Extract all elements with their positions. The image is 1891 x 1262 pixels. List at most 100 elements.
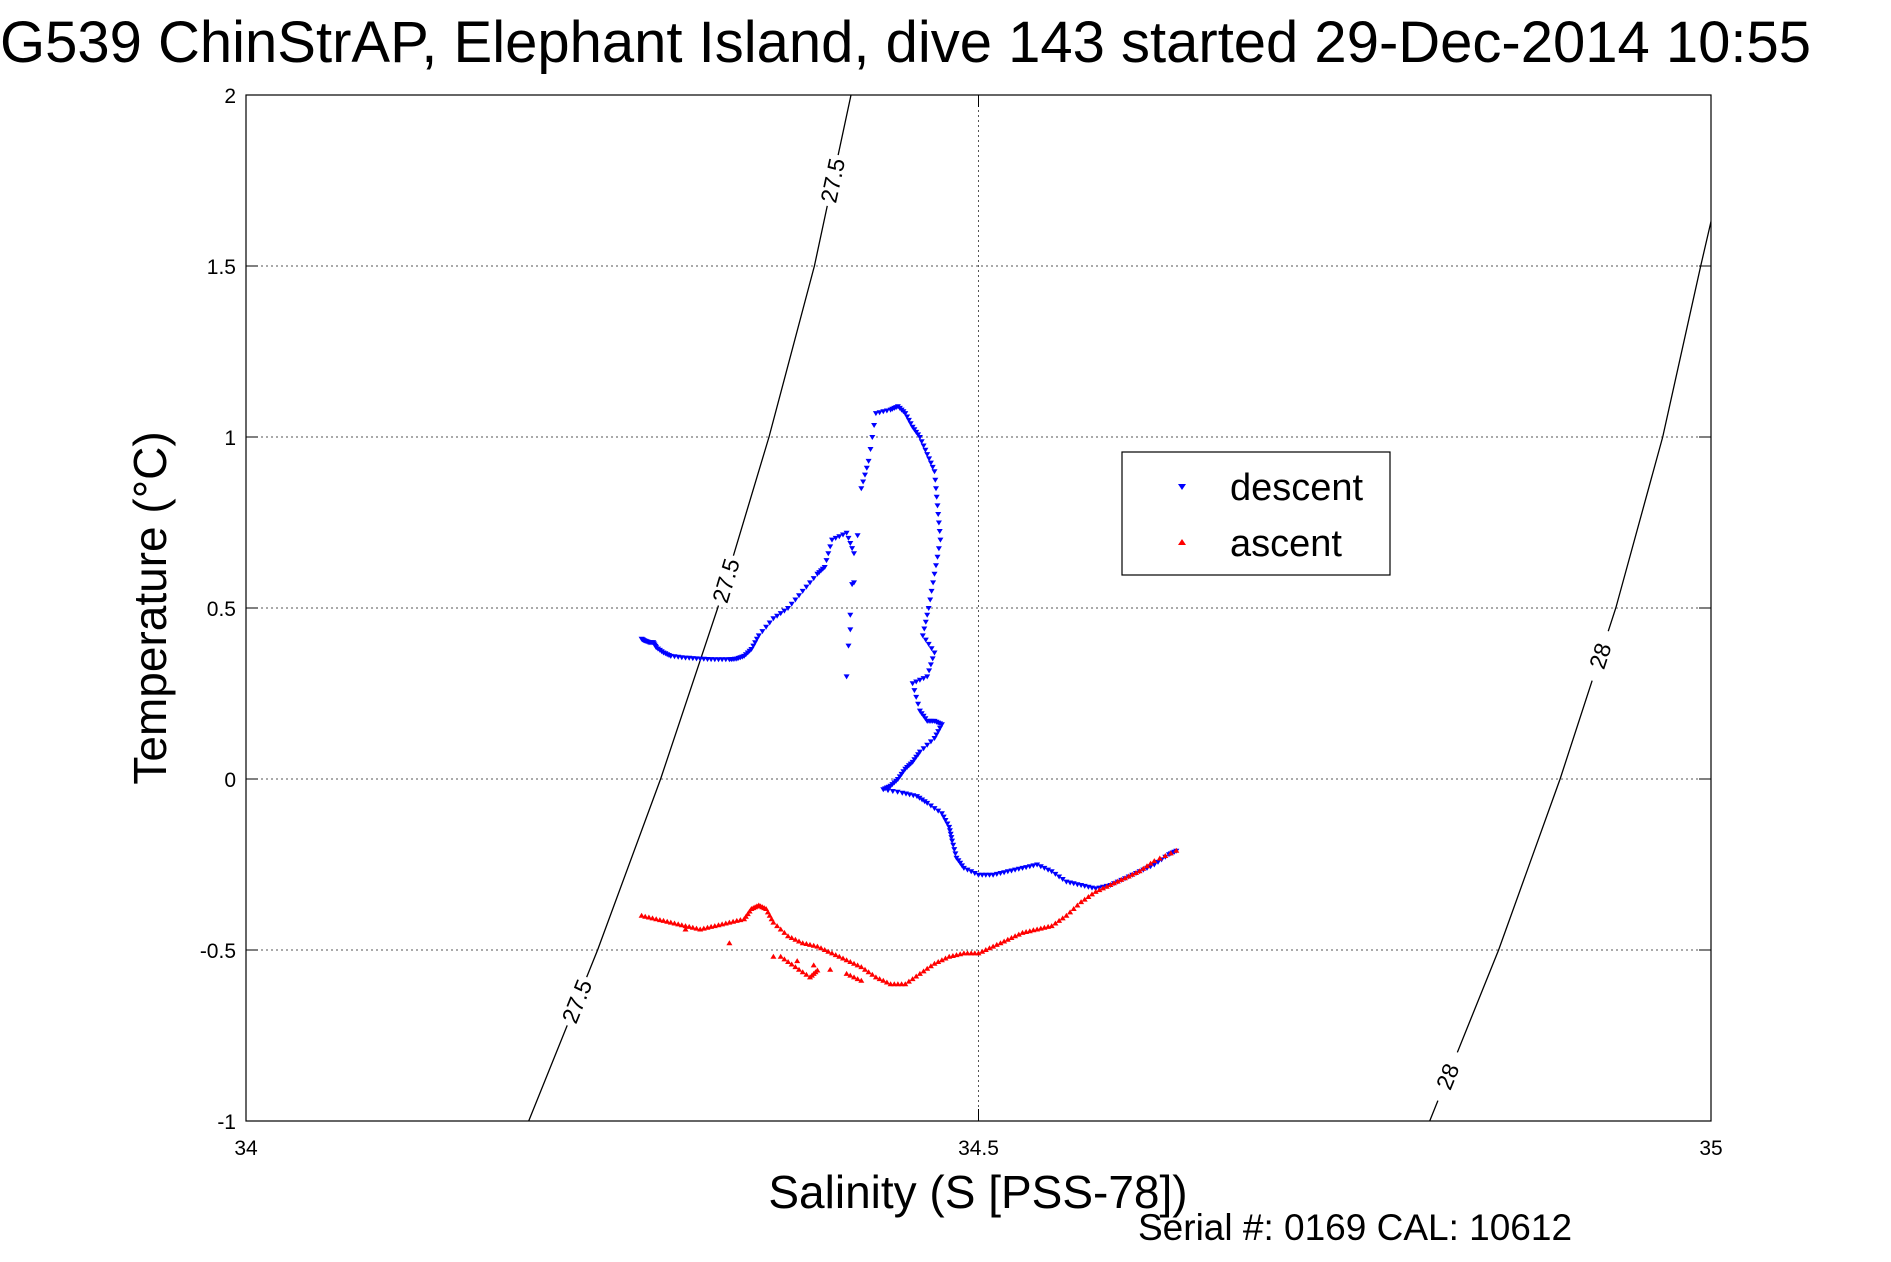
descent-point [931,806,938,812]
ascent-point [957,951,964,957]
ascent-point [1122,875,1128,881]
ascent-point [796,966,802,972]
descent-point [894,789,901,795]
ascent-point [1107,882,1114,887]
descent-point [915,432,922,438]
y-tick-label: -0.5 [200,940,236,963]
ascent-point [1078,899,1085,905]
ascent-point [730,918,737,924]
ascent-point [1111,880,1117,886]
ascent-point [700,925,707,931]
ascent-point [858,977,865,983]
descent-point [1052,871,1059,877]
ascent-point [935,959,942,964]
descent-point [858,486,865,492]
descent-point [920,443,927,449]
ascent-point [796,938,802,944]
ascent-point [810,962,817,968]
descent-point [832,535,839,541]
descent-point [909,681,916,687]
descent-point [935,808,942,814]
descent-point [957,860,964,866]
descent-point [854,533,861,539]
descent-point [922,447,929,453]
descent-point [946,824,953,830]
ascent-point [715,922,722,928]
isopycnal-line [528,95,852,1121]
descent-point [920,676,927,682]
descent-point [763,624,770,630]
descent-point [900,769,907,775]
descent-point [915,752,922,758]
ascent-point [979,948,986,954]
descent-point [938,722,945,728]
descent-point [916,677,923,683]
ascent-point [799,940,806,946]
ascent-point [733,917,740,923]
data-series [638,404,1180,987]
descent-point [863,465,870,471]
descent-point [803,584,810,590]
ascent-point [1063,912,1070,918]
descent-point [1026,864,1033,870]
ascent-point [1144,863,1150,869]
legend-label-ascent: ascent [1230,523,1342,565]
descent-point [843,674,850,680]
descent-point [930,580,937,586]
descent-point [752,640,759,646]
ascent-point [982,947,989,952]
descent-point [825,551,832,557]
descent-point [964,867,971,873]
y-tick-label: 1 [224,427,236,450]
series-ascent [638,847,1180,987]
descent-point [929,656,936,662]
descent-point [916,435,923,440]
ascent-point [1034,926,1041,932]
y-axis-ticks: -1 -0.5 0 0.5 1 1.5 2 [200,85,1711,1134]
descent-point [913,694,920,700]
descent-point [799,588,806,594]
y-tick-label: 0.5 [207,598,236,621]
contour-label-bg [1425,1047,1470,1106]
ascent-point [1037,925,1044,931]
descent-point [1041,865,1048,871]
descent-point [1034,862,1041,868]
contour-label-bg [706,551,746,610]
descent-point [922,716,929,722]
ascent-point [794,958,801,964]
ascent-point [1140,865,1147,871]
descent-point [1155,859,1161,865]
ascent-point [843,957,850,963]
legend: descent ascent [1121,451,1391,576]
ascent-point [847,959,854,964]
ascent-point [774,923,781,929]
descent-point [947,831,954,837]
ascent-point [1092,888,1099,894]
ascent-point [1147,860,1154,866]
ascent-point [1008,935,1015,940]
ascent-point [862,966,868,972]
descent-point [927,739,934,745]
descent-point [843,530,850,536]
ascent-point [638,912,645,918]
descent-point [781,608,788,614]
ascent-point [832,952,839,958]
ascent-point [792,964,799,970]
y-tick-label: 0 [224,769,236,792]
ascent-point [682,926,689,932]
descent-point [935,729,942,735]
descent-point [946,828,953,834]
isopycnal-line [1429,221,1711,1121]
ascent-point [1026,928,1033,934]
descent-point [902,766,909,772]
ascent-point [788,935,795,940]
descent-point [928,646,935,652]
descent-point [845,535,852,541]
ascent-point [927,963,934,969]
x-axis-label: Salinity (S [PSS-78]) [768,1166,1187,1218]
series-descent [638,404,1180,892]
descent-point [928,588,935,594]
descent-point [889,789,896,794]
ascent-point [880,977,887,983]
descent-point [821,565,828,570]
